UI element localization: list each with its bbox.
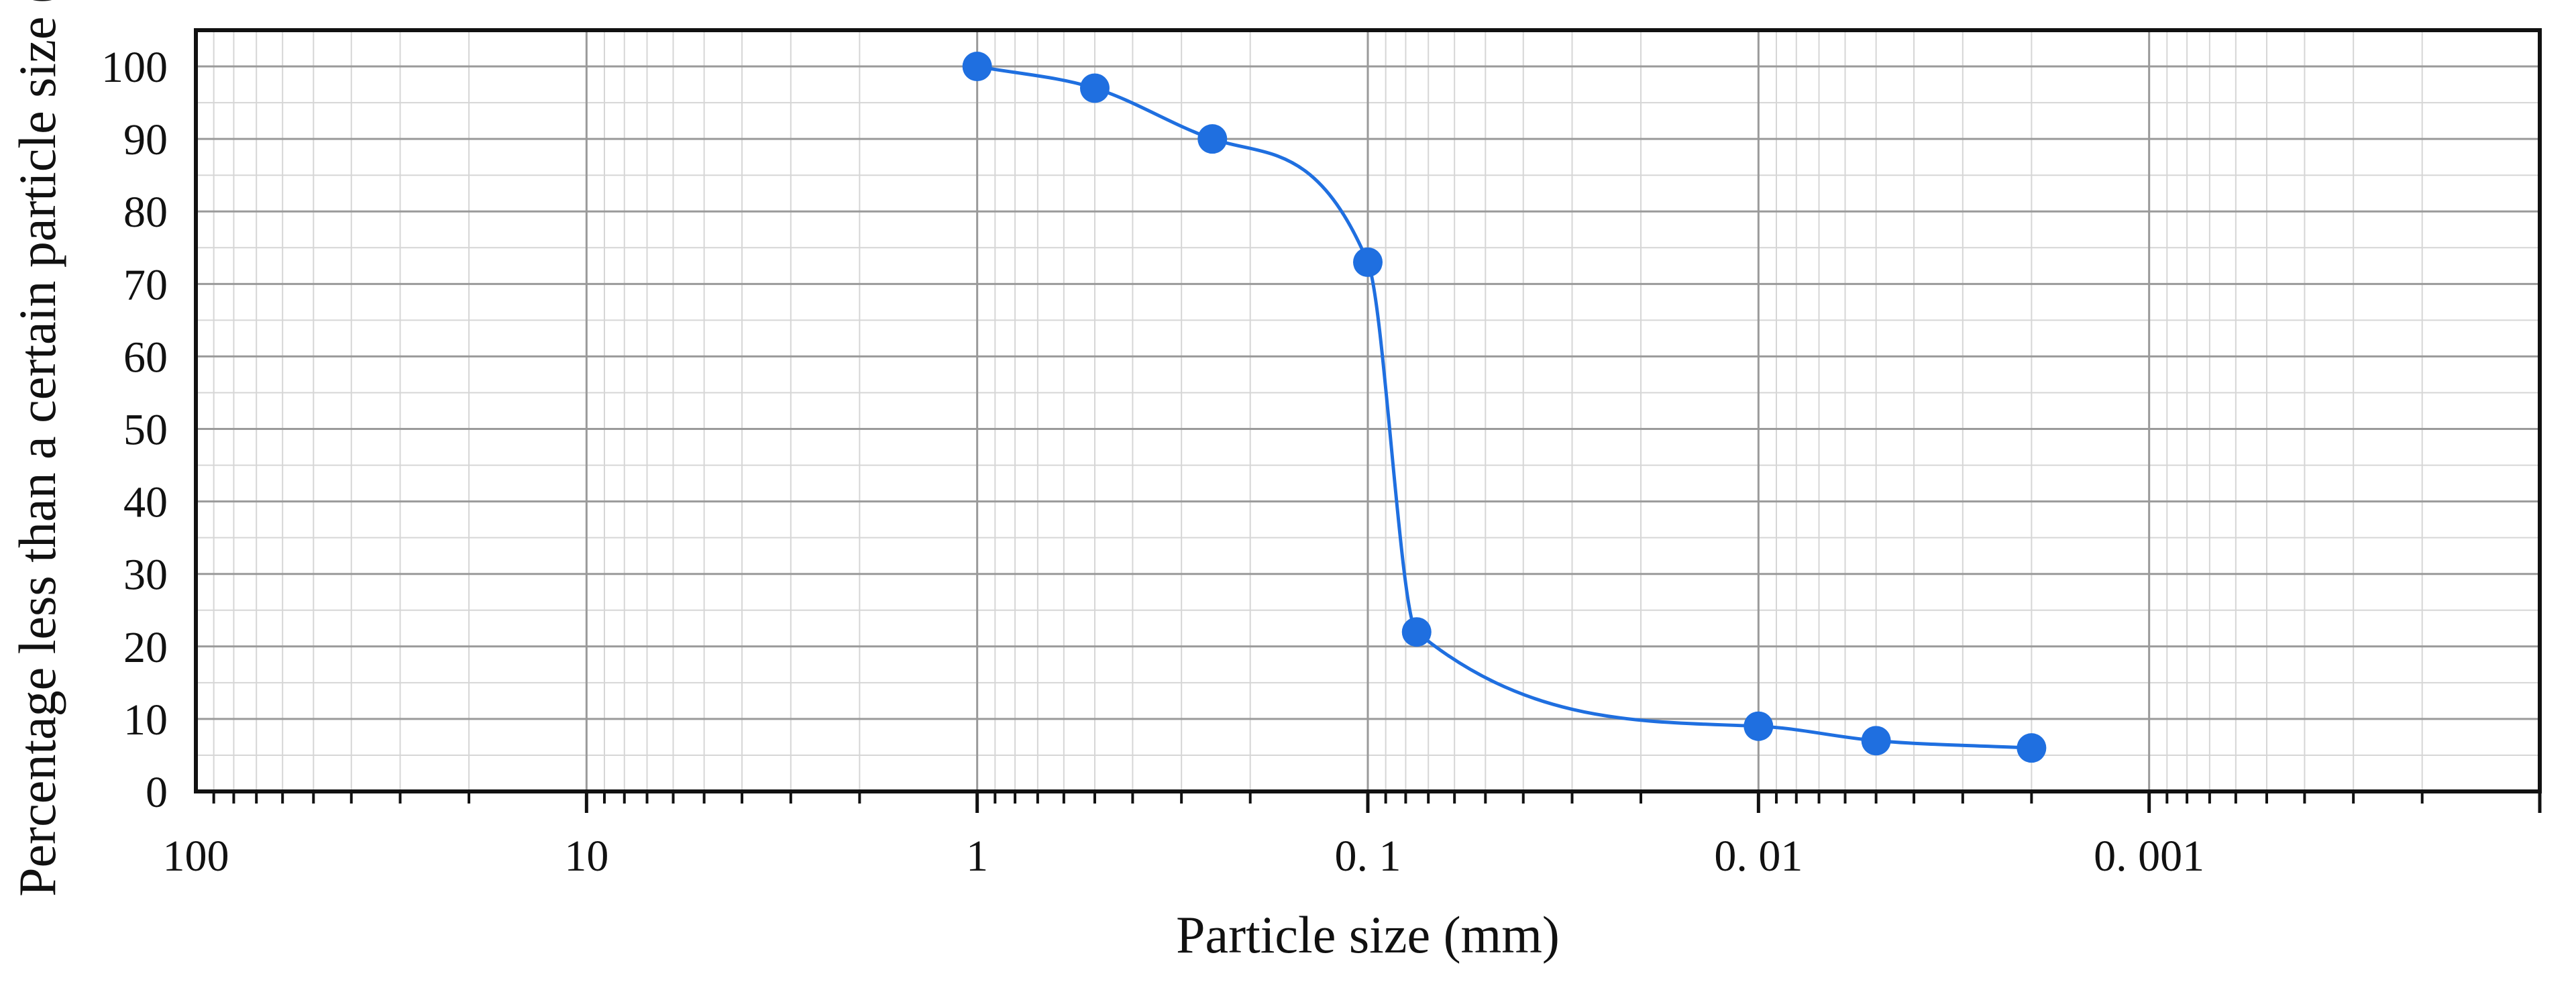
y-tick-label: 40 bbox=[123, 478, 168, 527]
y-tick-labels: 0 10 20 30 40 50 60 70 80 90 100 bbox=[101, 43, 168, 817]
data-point bbox=[1079, 73, 1110, 103]
data-point bbox=[1353, 247, 1383, 277]
data-point bbox=[1197, 124, 1228, 154]
x-tick-label: 0. 01 bbox=[1714, 832, 1803, 881]
y-tick-label: 0 bbox=[146, 768, 168, 817]
data-point bbox=[2017, 733, 2047, 763]
y-tick-label: 80 bbox=[123, 188, 168, 237]
y-axis-title: Percentage less than a certain particle … bbox=[8, 0, 66, 897]
data-point bbox=[1401, 617, 1432, 647]
axis-ticks bbox=[212, 791, 2542, 813]
y-tick-label: 50 bbox=[123, 406, 168, 455]
data-point bbox=[1861, 726, 1891, 756]
x-tick-label: 0. 001 bbox=[2094, 832, 2204, 881]
y-tick-label: 20 bbox=[123, 623, 168, 672]
y-tick-label: 60 bbox=[123, 333, 168, 382]
x-axis-title: Particle size (mm) bbox=[1176, 905, 1560, 964]
plot-frame bbox=[194, 28, 2542, 793]
y-tick-label: 100 bbox=[101, 43, 168, 92]
x-tick-label: 100 bbox=[163, 832, 229, 881]
y-tick-label: 10 bbox=[123, 696, 168, 745]
x-tick-label: 1 bbox=[966, 832, 988, 881]
data-point bbox=[962, 52, 992, 82]
x-tick-labels: 100 10 1 0. 1 0. 01 0. 001 bbox=[163, 832, 2205, 881]
series-layer bbox=[962, 52, 2047, 763]
y-tick-label: 70 bbox=[123, 260, 168, 309]
x-tick-label: 0. 1 bbox=[1335, 832, 1401, 881]
y-tick-label: 90 bbox=[123, 115, 168, 164]
major-grid bbox=[196, 30, 2541, 791]
y-tick-label: 30 bbox=[123, 551, 168, 600]
x-tick-label: 10 bbox=[564, 832, 608, 881]
data-point bbox=[1743, 711, 1774, 741]
series-line bbox=[977, 64, 2032, 750]
